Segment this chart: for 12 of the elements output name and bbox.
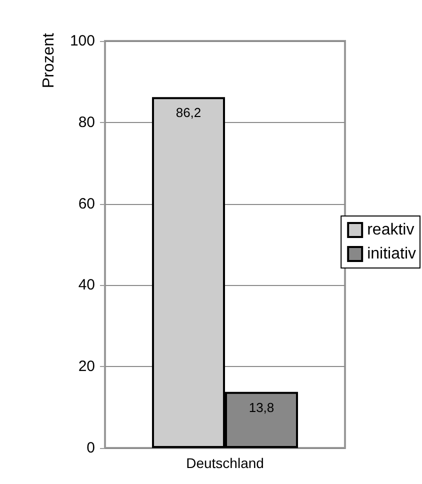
y-tick-label: 100 <box>70 32 95 50</box>
legend-label: reaktiv <box>367 222 414 238</box>
legend-label: initiativ <box>367 246 416 262</box>
data-label: 86,2 <box>176 105 202 120</box>
x-tick-label: Deutschland <box>186 455 264 471</box>
y-axis-title: Prozent <box>40 32 58 88</box>
y-tick-label: 0 <box>86 440 95 456</box>
y-tick-label: 60 <box>78 195 95 212</box>
y-tick-label: 20 <box>78 358 95 376</box>
y-tick-label: 40 <box>78 276 95 294</box>
data-label: 13,8 <box>248 400 274 415</box>
y-tick-label: 80 <box>78 114 95 131</box>
